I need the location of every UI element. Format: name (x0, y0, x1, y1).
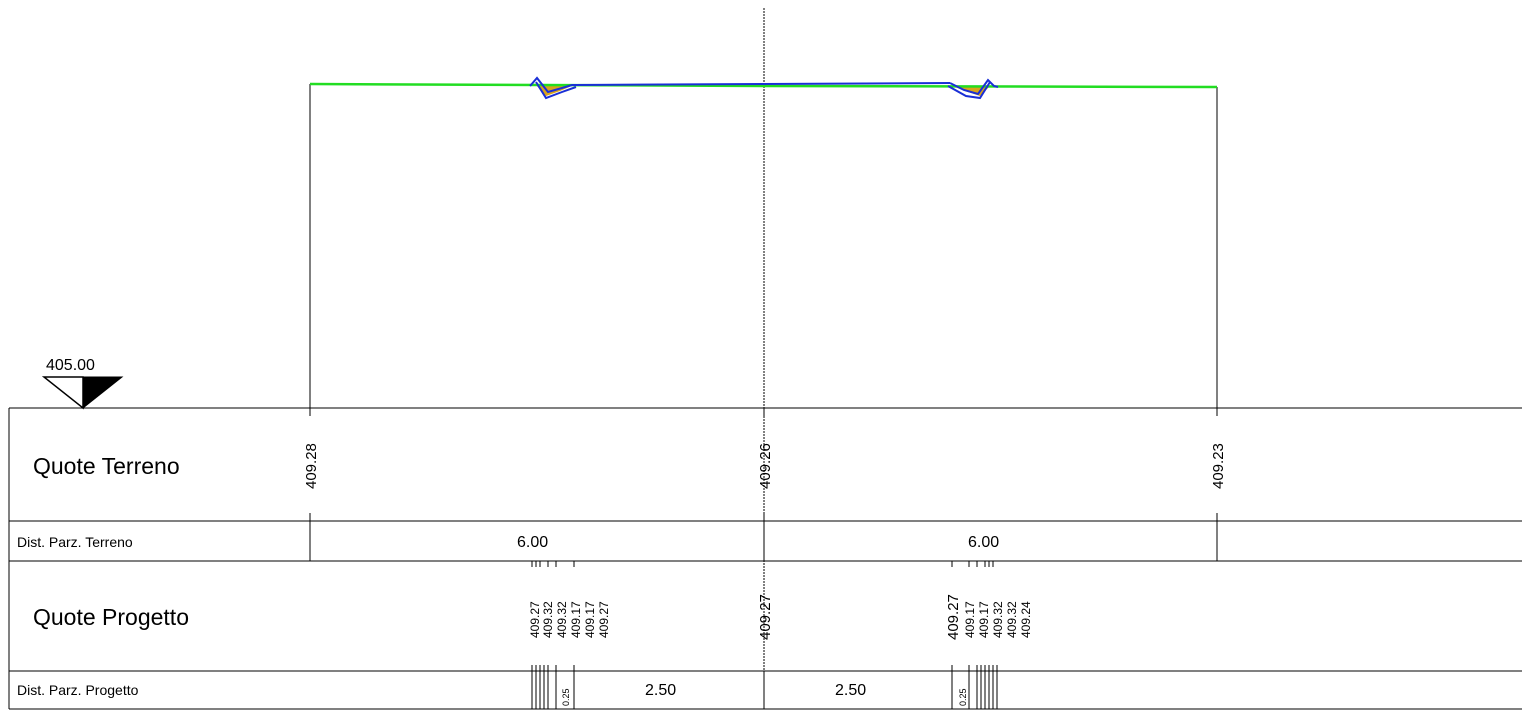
row-label-project-elev: Quote Progetto (33, 604, 189, 630)
terrain-elevation: 409.28 (303, 443, 320, 489)
project-line-left-inner (535, 81, 577, 100)
project-elevation: 409.27 (597, 601, 611, 638)
project-elevation: 409.17 (569, 601, 583, 638)
datum-triangle-left (41, 376, 84, 410)
row-label-terrain-dist: Dist. Parz. Terreno (17, 534, 133, 550)
project-dist-row: 0.25 2.50 2.50 0.25 (531, 665, 998, 709)
project-elev-row: 409.27 409.32 409.32 409.17 409.17 409.2… (528, 561, 1033, 640)
project-elev-ticks-top (531, 561, 994, 567)
terrain-distance: 6.00 (517, 534, 548, 551)
project-elevation: 409.17 (583, 601, 597, 638)
datum-label: 405.00 (46, 357, 95, 374)
project-dist-separators (531, 665, 998, 709)
project-line-left (529, 76, 951, 94)
project-distance: 0.25 (561, 688, 571, 706)
project-distance: 2.50 (645, 682, 676, 699)
terrain-line (309, 82, 1218, 89)
project-elevation: 409.17 (963, 601, 977, 638)
row-label-terrain-elev: Quote Terreno (33, 453, 180, 479)
section-profile (309, 8, 1218, 700)
terrain-elevation: 409.23 (1210, 443, 1227, 489)
row-label-project-dist: Dist. Parz. Progetto (17, 682, 139, 698)
project-elevation: 409.32 (1005, 601, 1019, 638)
terrain-distance: 6.00 (968, 534, 999, 551)
datum-triangle-right (82, 376, 124, 410)
project-elevation: 409.27 (945, 594, 962, 640)
project-distance: 2.50 (835, 682, 866, 699)
project-line-right-inner (947, 81, 991, 100)
profile-table: Quote Terreno Dist. Parz. Terreno Quote … (8, 407, 1522, 710)
project-elevation: 409.32 (991, 601, 1005, 638)
datum-marker: 405.00 (41, 357, 124, 410)
terrain-dist-row: 6.00 6.00 (309, 521, 1218, 561)
project-distance: 0.25 (958, 688, 968, 706)
project-elevation: 409.32 (555, 601, 569, 638)
project-elevation: 409.27 (757, 594, 774, 640)
project-line-right (949, 78, 999, 96)
project-elevation: 409.17 (977, 601, 991, 638)
project-elevation: 409.24 (1019, 601, 1033, 638)
project-elevation: 409.32 (541, 601, 555, 638)
terrain-elev-row: 409.28 409.26 409.23 (303, 408, 1227, 521)
project-elevation: 409.27 (528, 601, 542, 638)
terrain-elevation: 409.26 (757, 443, 774, 489)
